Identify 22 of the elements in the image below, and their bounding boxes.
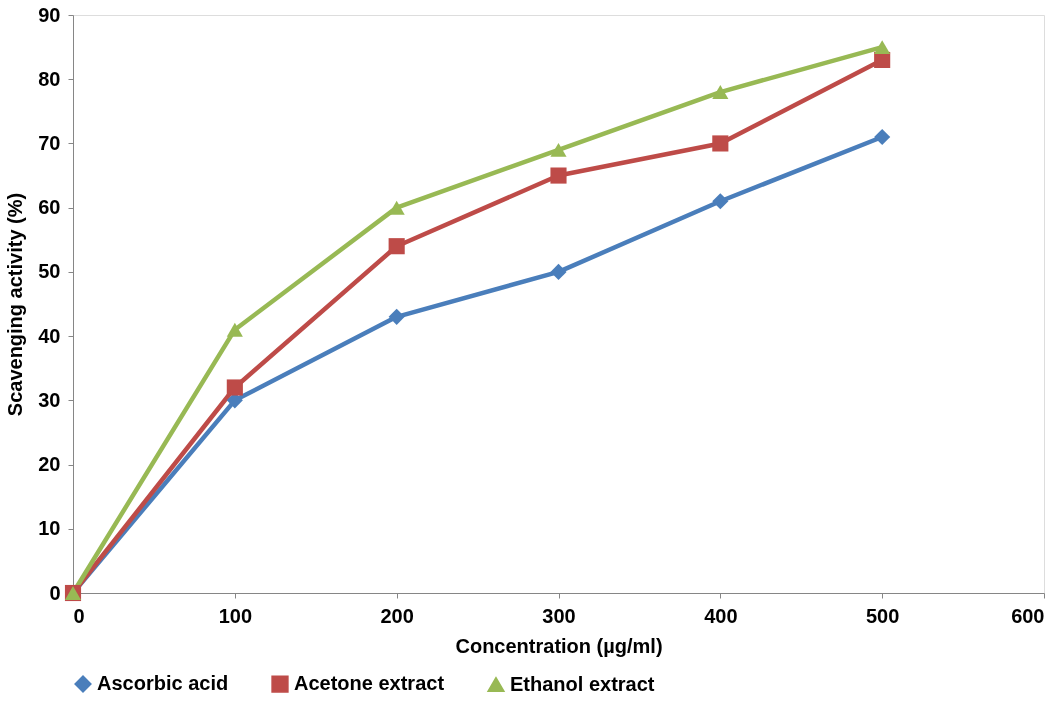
legend-label: Ascorbic acid bbox=[97, 672, 229, 695]
y-tick-label: 50 bbox=[38, 260, 61, 283]
legend-label: Ethanol extract bbox=[510, 672, 655, 695]
x-tick-label: 100 bbox=[218, 604, 253, 627]
legend-label: Acetone extract bbox=[294, 672, 445, 695]
y-tick-label: 70 bbox=[38, 131, 61, 154]
y-tick-label: 20 bbox=[38, 453, 61, 476]
y-tick-label: 0 bbox=[49, 581, 61, 604]
y-tick-label: 40 bbox=[38, 324, 61, 347]
x-tick-label: 400 bbox=[704, 604, 738, 627]
x-tick-label: 600 bbox=[1011, 604, 1045, 627]
y-tick-label: 30 bbox=[38, 388, 61, 411]
x-tick-label: 200 bbox=[380, 604, 414, 627]
y-tick-label: 10 bbox=[38, 517, 61, 540]
x-tick-label: 300 bbox=[542, 604, 576, 627]
x-tick-label: 500 bbox=[865, 604, 900, 627]
y-tick-label: 80 bbox=[38, 67, 61, 90]
x-tick-label: 0 bbox=[73, 604, 85, 627]
y-tick-label: 90 bbox=[38, 3, 61, 26]
x-axis-title: Concentration (µg/ml) bbox=[455, 634, 663, 657]
y-axis-title: Scavenging activity (%) bbox=[4, 192, 27, 417]
y-tick-label: 60 bbox=[38, 196, 61, 219]
